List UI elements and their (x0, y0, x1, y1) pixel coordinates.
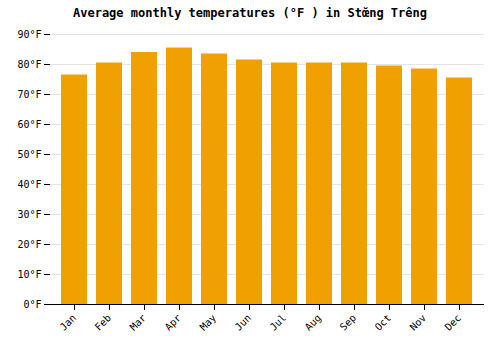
svg-text:80°F: 80°F (17, 59, 41, 70)
svg-text:20°F: 20°F (17, 239, 41, 250)
svg-text:50°F: 50°F (17, 149, 41, 160)
svg-text:Jul: Jul (268, 312, 289, 333)
svg-text:Oct: Oct (373, 312, 394, 333)
svg-text:0°F: 0°F (23, 299, 41, 310)
svg-text:30°F: 30°F (17, 209, 41, 220)
svg-text:May: May (198, 312, 219, 333)
svg-text:70°F: 70°F (17, 89, 41, 100)
svg-text:40°F: 40°F (17, 179, 41, 190)
svg-text:Apr: Apr (163, 312, 184, 333)
svg-text:Dec: Dec (443, 312, 464, 333)
svg-text:Mar: Mar (128, 312, 149, 333)
svg-text:Nov: Nov (408, 312, 429, 333)
svg-text:Jan: Jan (58, 312, 79, 333)
svg-text:10°F: 10°F (17, 269, 41, 280)
svg-text:Jun: Jun (233, 312, 254, 333)
svg-text:60°F: 60°F (17, 119, 41, 130)
svg-text:90°F: 90°F (17, 29, 41, 40)
svg-text:Aug: Aug (303, 312, 324, 333)
html-text:Average monthly temperatures (: Average monthly temperatures (°F ) in St… (73, 6, 427, 20)
svg-text:Sep: Sep (338, 312, 359, 333)
svg-text:Feb: Feb (93, 312, 114, 333)
